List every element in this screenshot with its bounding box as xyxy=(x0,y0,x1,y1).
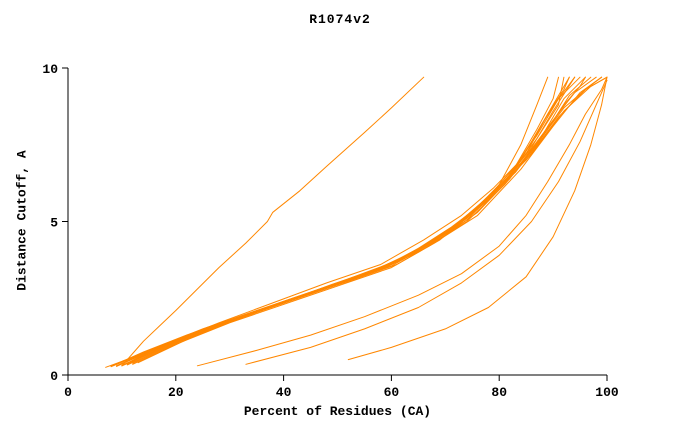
series-line xyxy=(116,76,581,367)
y-tick-label: 10 xyxy=(42,62,58,77)
series-line xyxy=(121,76,425,367)
x-tick-label: 20 xyxy=(168,385,184,400)
series-line xyxy=(116,76,559,367)
series-line xyxy=(196,76,608,367)
x-tick-label: 40 xyxy=(276,385,292,400)
series-line xyxy=(347,76,608,361)
series-line xyxy=(110,76,549,367)
series-line xyxy=(110,76,586,368)
series-line xyxy=(121,76,570,367)
series-line xyxy=(105,76,570,368)
series-line xyxy=(137,76,608,364)
y-tick-label: 5 xyxy=(50,216,58,231)
x-tick-label: 0 xyxy=(64,385,72,400)
x-tick-label: 100 xyxy=(595,385,619,400)
x-tick-label: 60 xyxy=(384,385,400,400)
series-line xyxy=(116,76,603,367)
x-axis-label: Percent of Residues (CA) xyxy=(243,404,432,419)
chart-title: R1074v2 xyxy=(309,12,371,27)
series-line xyxy=(132,76,608,364)
y-tick-label: 0 xyxy=(50,369,58,384)
series-line xyxy=(121,76,603,367)
series-line xyxy=(121,76,576,367)
series-line xyxy=(245,79,608,365)
x-tick-label: 80 xyxy=(491,385,507,400)
series-line xyxy=(110,76,565,367)
series-line xyxy=(126,76,597,366)
series-line xyxy=(132,76,586,365)
